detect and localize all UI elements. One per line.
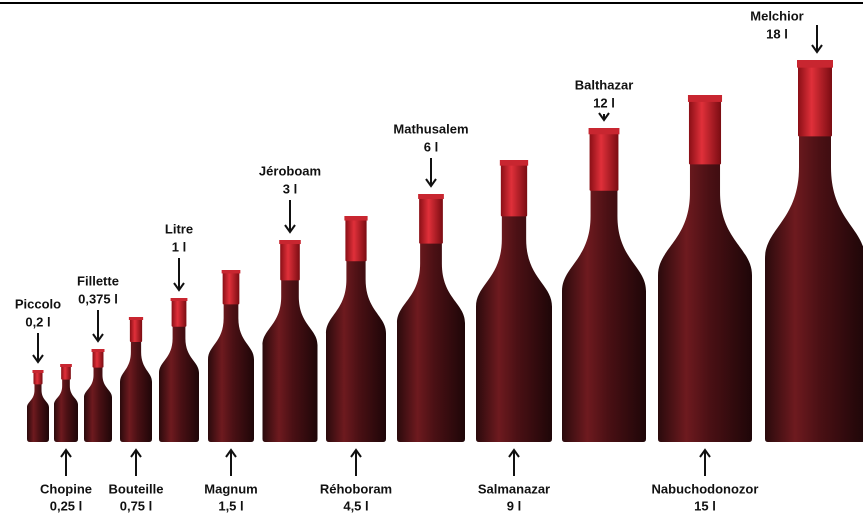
capsule-lip <box>171 298 188 301</box>
capsule-lip <box>500 160 528 166</box>
capsule <box>280 240 300 280</box>
bottle-name: Magnum <box>204 481 257 496</box>
bottle-size: 15 l <box>694 498 716 513</box>
capsule-lip <box>222 270 241 273</box>
bottle-name: Salmanazar <box>478 481 550 496</box>
bottle-name: Fillette <box>77 273 119 288</box>
bottle-size: 4,5 l <box>343 498 368 513</box>
capsule-lip <box>589 128 620 134</box>
capsule-lip <box>32 370 43 373</box>
capsule-lip <box>60 364 72 367</box>
bottle-name: Balthazar <box>575 77 634 92</box>
bottle-name: Piccolo <box>15 296 61 311</box>
bottle-name: Jéroboam <box>259 163 321 178</box>
capsule-lip <box>688 95 722 102</box>
bottle-size: 0,25 l <box>50 498 83 513</box>
bottle-size: 18 l <box>766 26 788 41</box>
capsule <box>689 95 721 164</box>
bottle-name: Réhoboram <box>320 481 392 496</box>
bottle-name: Chopine <box>40 481 92 496</box>
bottle-size: 6 l <box>424 139 438 154</box>
capsule <box>501 160 527 216</box>
capsule <box>172 298 187 327</box>
bottle-size: 0,375 l <box>78 291 118 306</box>
bottle-size: 0,2 l <box>25 314 50 329</box>
bottle-name: Melchior <box>750 8 803 23</box>
bottle-name: Litre <box>165 221 193 236</box>
capsule-lip <box>129 317 143 320</box>
capsule-lip <box>418 194 444 199</box>
capsule <box>223 270 240 304</box>
bottle-size: 3 l <box>283 181 297 196</box>
bottle-size: 1,5 l <box>218 498 243 513</box>
bottle-name: Nabuchodonozor <box>652 481 759 496</box>
infographic: Piccolo 0,2 l Chopine 0,25 l Fillette 0,375 l… <box>0 0 863 515</box>
capsule <box>345 216 366 261</box>
capsule-lip <box>344 216 367 221</box>
capsule <box>419 194 443 244</box>
bottle-size: 1 l <box>172 239 186 254</box>
capsule-lip <box>92 349 105 352</box>
bottle-name: Bouteille <box>109 481 164 496</box>
capsule-lip <box>279 240 301 244</box>
bottle-size: 12 l <box>593 95 615 110</box>
capsule <box>798 60 832 136</box>
capsule <box>590 128 619 191</box>
capsule <box>130 317 142 342</box>
bottle-name: Mathusalem <box>393 121 468 136</box>
bottle-size: 9 l <box>507 498 521 513</box>
bottle-size: 0,75 l <box>120 498 153 513</box>
capsule-lip <box>797 60 833 68</box>
